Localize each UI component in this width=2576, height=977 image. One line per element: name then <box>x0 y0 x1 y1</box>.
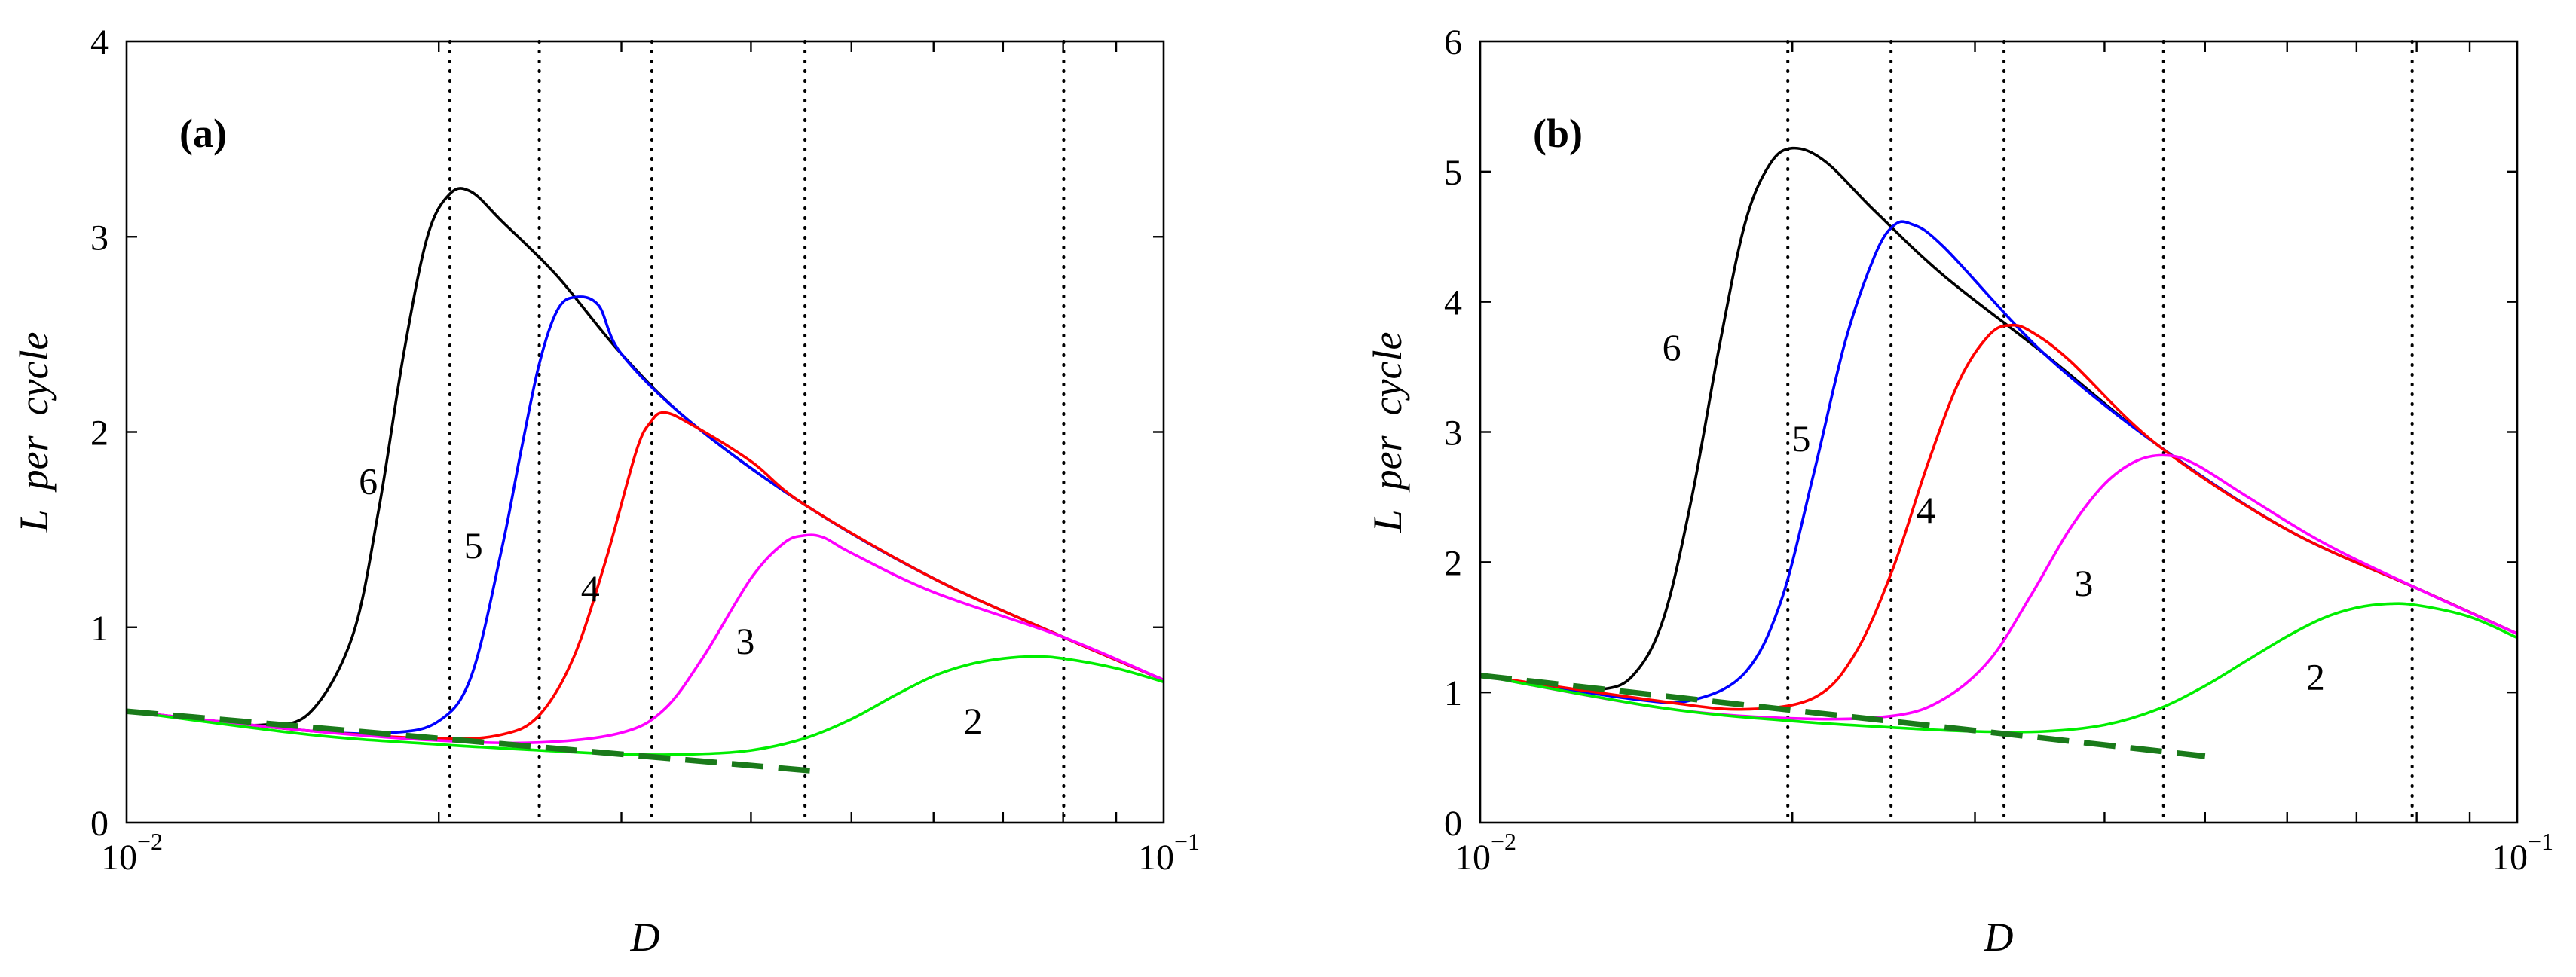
y-tick-label: 0 <box>90 804 109 844</box>
series-line-asymptote <box>1480 672 2206 759</box>
curve-label: 2 <box>2306 655 2325 698</box>
y-tick-label: 2 <box>90 414 109 453</box>
y-tick-label: 6 <box>1444 23 1462 63</box>
x-tick-label-base: 10 <box>1138 838 1174 878</box>
series-line-4 <box>1480 323 2517 711</box>
x-tick-label-exponent: −2 <box>137 828 163 855</box>
x-tick-label-base: 10 <box>1455 838 1491 878</box>
series-line-5 <box>127 295 1164 735</box>
y-axis-label: L per cycle <box>1365 332 1410 533</box>
curve-label: 3 <box>736 620 754 662</box>
x-axis-label: D <box>1984 914 2014 960</box>
x-axis-label: D <box>630 914 660 960</box>
series-line-3 <box>1480 453 2517 721</box>
series-line-5 <box>1480 220 2517 704</box>
curve-label: 3 <box>2074 562 2093 604</box>
curve-label: 4 <box>1917 489 1935 531</box>
y-tick-label: 0 <box>1444 804 1462 844</box>
y-tick-label: 3 <box>90 218 109 258</box>
y-axis-label: L per cycle <box>11 332 57 533</box>
series-line-4 <box>127 411 1164 740</box>
series-line-2 <box>127 655 1164 756</box>
y-tick-label: 3 <box>1444 414 1462 453</box>
panel-label: (a) <box>179 111 227 156</box>
curve-label: 5 <box>1792 417 1811 459</box>
series-line-3 <box>127 533 1164 745</box>
curve-label: 6 <box>359 459 378 502</box>
y-tick-label: 1 <box>90 609 109 649</box>
curve-label: 2 <box>964 700 983 742</box>
x-tick-label-base: 10 <box>101 838 137 878</box>
y-tick-label: 4 <box>90 23 109 63</box>
curve-label: 4 <box>581 567 600 609</box>
series-line-2 <box>1480 602 2517 734</box>
series-line-6 <box>127 187 1164 727</box>
plot-frame <box>1479 40 2519 824</box>
panel-label: (b) <box>1533 111 1583 156</box>
curve-label: 6 <box>1663 326 1681 368</box>
y-tick-label: 2 <box>1444 543 1462 583</box>
plot-area <box>1480 146 2517 759</box>
x-tick-label-exponent: −2 <box>1491 828 1516 855</box>
x-tick-label-base: 10 <box>2492 838 2528 878</box>
curve-label: 5 <box>464 524 483 566</box>
y-tick-label: 5 <box>1444 153 1462 193</box>
x-tick-label-exponent: −1 <box>1174 828 1200 855</box>
plot-area <box>127 187 1164 775</box>
y-tick-label: 1 <box>1444 673 1462 713</box>
series-line-asymptote <box>127 708 825 775</box>
series-line-6 <box>1480 146 2517 692</box>
x-tick-label-exponent: −1 <box>2528 828 2553 855</box>
y-tick-label: 4 <box>1444 283 1462 323</box>
